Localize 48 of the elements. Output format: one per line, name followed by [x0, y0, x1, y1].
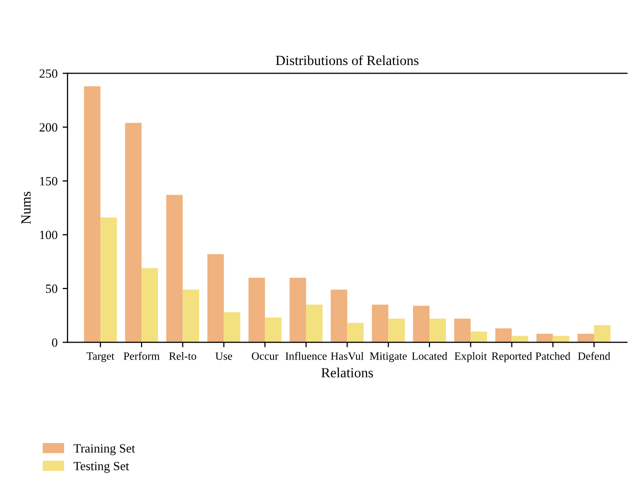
bar [142, 268, 158, 342]
bar [248, 278, 265, 342]
x-tick-label: Defend [578, 352, 610, 360]
bar [495, 328, 512, 342]
bar [594, 325, 610, 342]
bar [413, 306, 430, 342]
bar [207, 254, 224, 342]
legend-label: Testing Set [74, 462, 130, 473]
bar [166, 194, 183, 342]
x-tick-label: Patched [536, 352, 570, 360]
x-tick-label: Rel-to [169, 352, 196, 360]
bar [182, 290, 200, 342]
bar [306, 304, 323, 342]
bar [264, 318, 282, 342]
y-tick-label: 0 [52, 338, 58, 347]
x-tick-label: Mitigate [370, 352, 407, 362]
y-tick-label: 50 [46, 284, 58, 293]
y-tick-label: 150 [40, 176, 58, 186]
legend-label: Training Set [74, 444, 136, 456]
bar [290, 278, 306, 342]
x-tick-label: Influence [286, 352, 327, 360]
y-axis-title: Nums [21, 192, 31, 224]
bar [347, 322, 364, 342]
y-tick-label: 200 [40, 123, 58, 132]
bar [372, 304, 388, 342]
bar [536, 334, 553, 342]
bar [84, 86, 100, 342]
bar [578, 334, 594, 342]
x-tick-label: Target [86, 352, 114, 362]
y-tick-label: 250 [40, 69, 58, 78]
bar [100, 218, 117, 342]
x-tick-label: Use [215, 352, 232, 360]
bar [470, 332, 488, 342]
chart-title: Distributions of Relations [276, 55, 418, 66]
x-tick-label: Perform [124, 352, 160, 360]
bar [224, 312, 240, 342]
bar [388, 318, 405, 342]
x-axis-title: Relations [321, 368, 373, 378]
y-tick-label: 100 [40, 230, 58, 240]
x-tick-label: Reported [492, 352, 532, 362]
bar [330, 290, 348, 342]
bar [454, 318, 471, 342]
bar [125, 122, 142, 342]
bar [429, 318, 446, 342]
x-tick-label: HasVul [330, 352, 364, 360]
x-tick-label: Located [412, 352, 448, 360]
x-tick-label: Occur [252, 352, 278, 360]
x-tick-label: Exploit [454, 352, 487, 362]
